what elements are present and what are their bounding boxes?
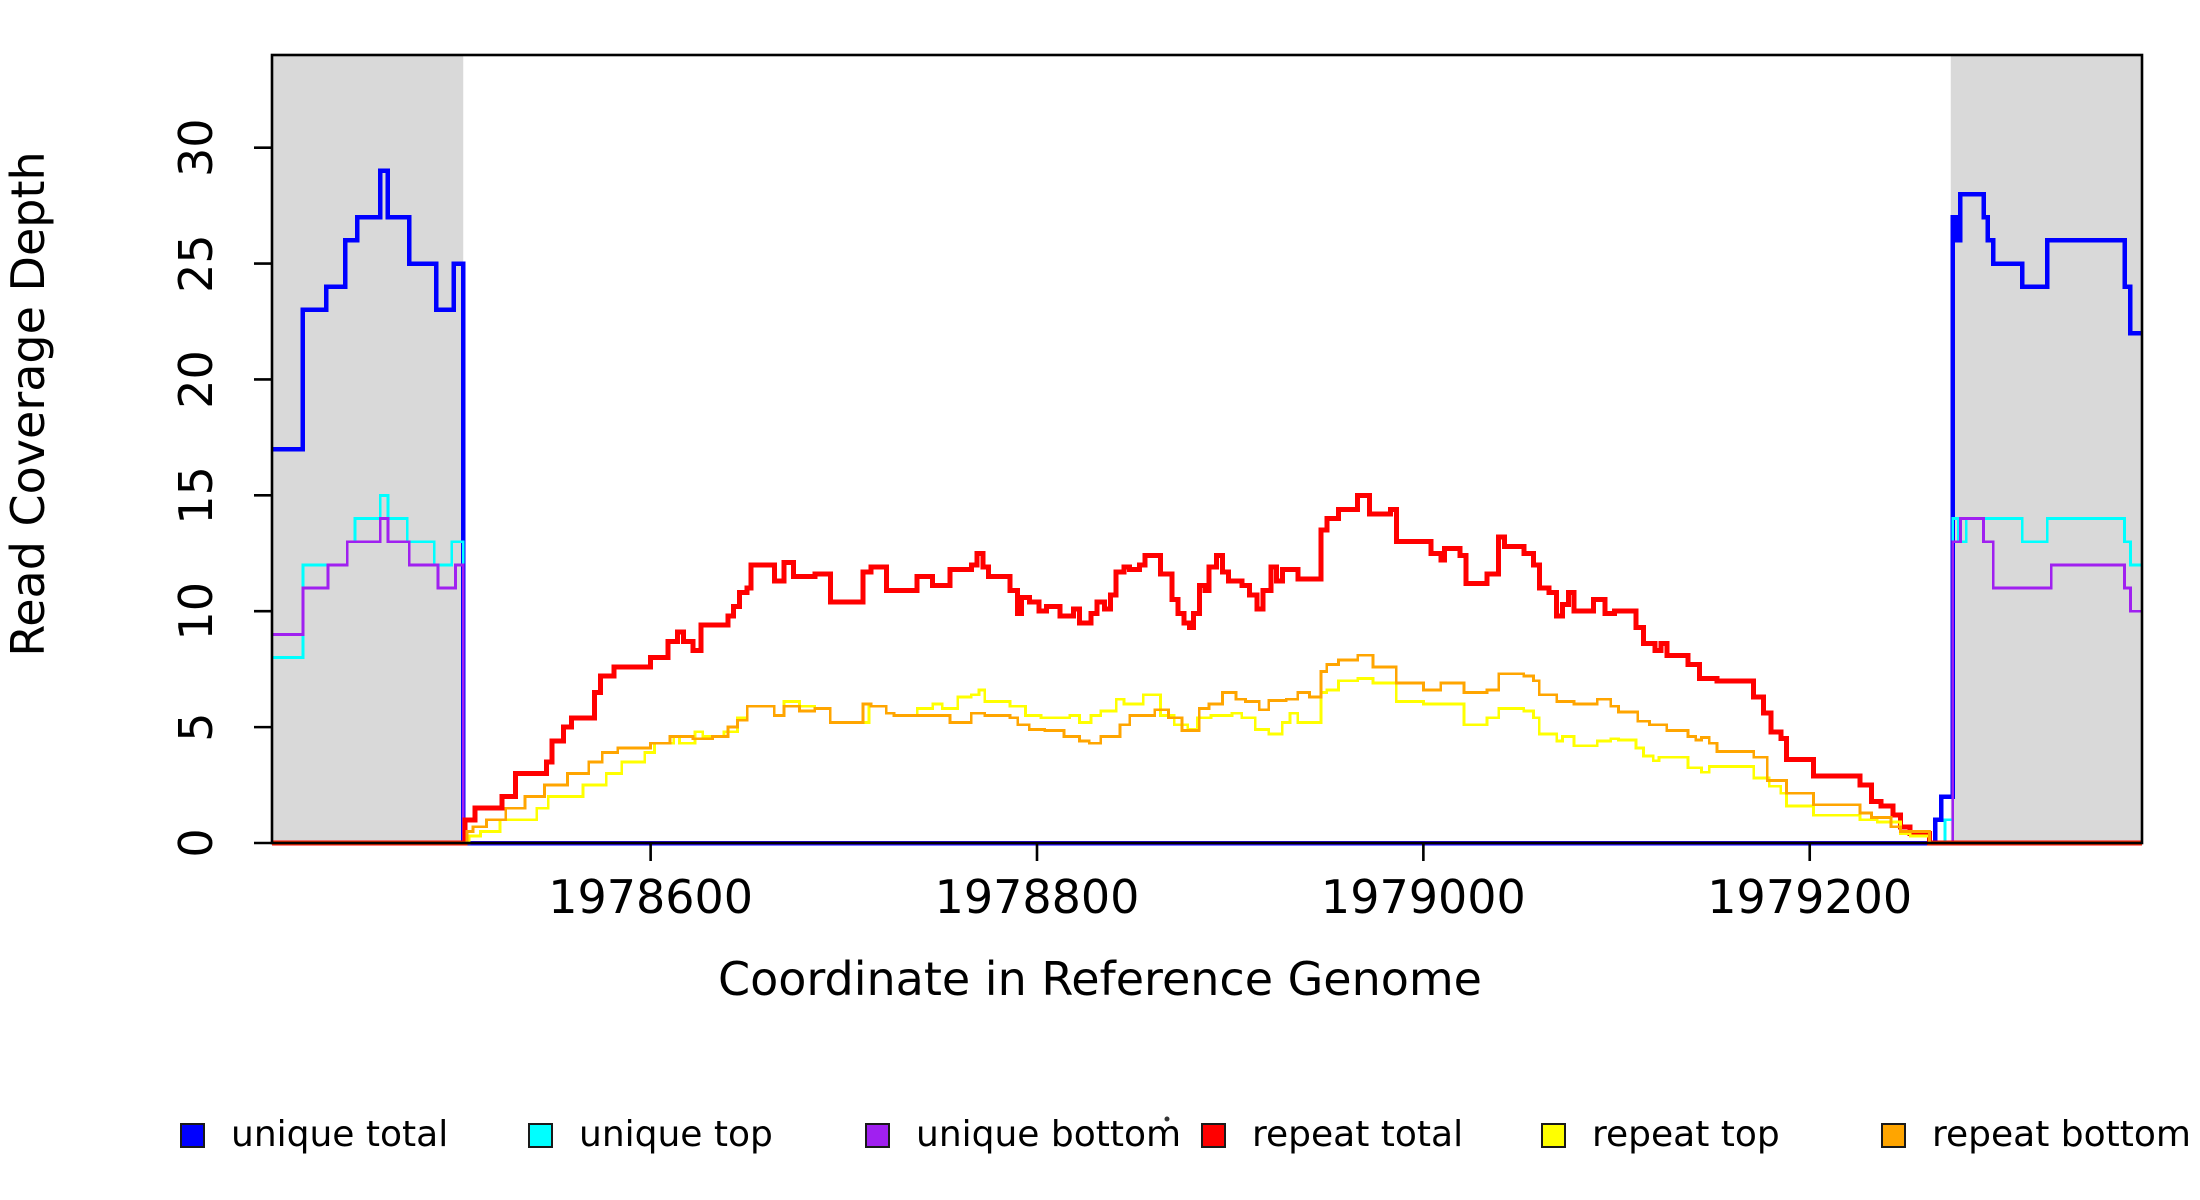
series-line-repeat-total (272, 492, 2142, 846)
series-line-repeat-bottom (272, 653, 2142, 845)
x-tick-label-1978800: 1978800 (935, 870, 1140, 924)
x-tick-label-1979000: 1979000 (1321, 870, 1526, 924)
y-axis-title: Read Coverage Depth (1, 151, 55, 657)
x-tick-label-1978600: 1978600 (548, 870, 753, 924)
y-tick-label-0: 0 (169, 828, 223, 857)
series-line-unique-bottom (272, 517, 2142, 845)
x-tick-label-1979200: 1979200 (1707, 870, 1912, 924)
plot-border (270, 53, 2144, 845)
stray-speck (1164, 1116, 1170, 1122)
series-line-unique-top (272, 494, 2142, 845)
series-line-unique-total (272, 168, 2142, 846)
y-tick-label-25: 25 (169, 234, 223, 293)
y-tick-label-10: 10 (169, 582, 223, 641)
x-axis-title: Coordinate in Reference Genome (718, 952, 1482, 1006)
y-tick-label-15: 15 (169, 466, 223, 525)
y-tick-label-30: 30 (169, 118, 223, 177)
y-tick-label-5: 5 (169, 712, 223, 741)
shaded-region-right (1950, 55, 2142, 843)
y-tick-label-20: 20 (169, 350, 223, 409)
